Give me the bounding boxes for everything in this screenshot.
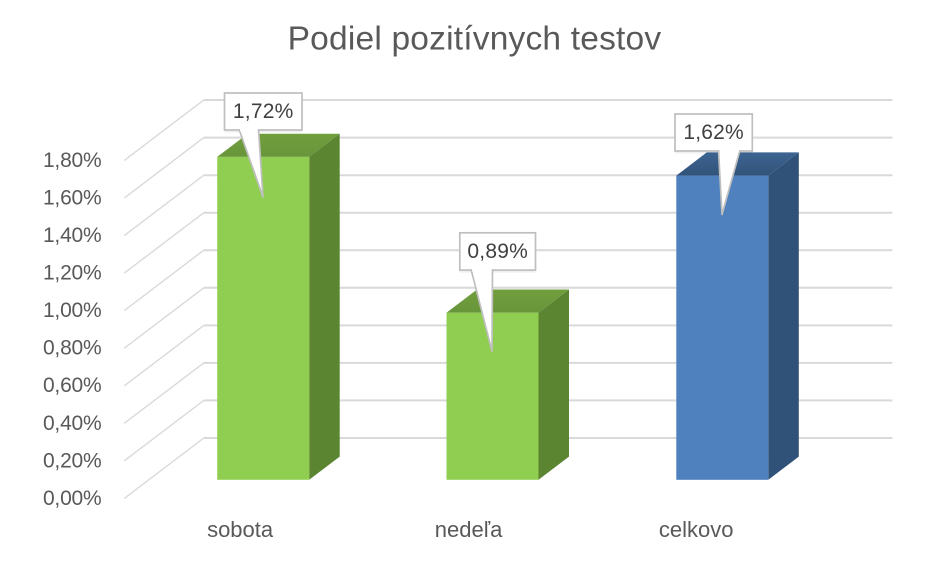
svg-text:1,80%: 1,80% (43, 149, 102, 172)
svg-text:nedeľa: nedeľa (435, 517, 503, 542)
svg-text:0,00%: 0,00% (43, 487, 102, 510)
svg-text:Podiel pozitívnych testov: Podiel pozitívnych testov (288, 21, 662, 58)
svg-text:0,20%: 0,20% (43, 449, 102, 472)
svg-text:0,60%: 0,60% (43, 374, 102, 397)
svg-text:1,00%: 1,00% (43, 299, 102, 322)
svg-text:0,89%: 0,89% (467, 240, 528, 263)
svg-text:1,62%: 1,62% (683, 121, 744, 144)
svg-text:1,40%: 1,40% (43, 224, 102, 247)
svg-text:sobota: sobota (207, 517, 274, 542)
svg-text:1,60%: 1,60% (43, 187, 102, 210)
svg-text:1,72%: 1,72% (233, 100, 294, 123)
svg-text:celkovo: celkovo (659, 517, 734, 542)
svg-text:0,40%: 0,40% (43, 412, 102, 435)
svg-text:0,80%: 0,80% (43, 337, 102, 360)
svg-text:1,20%: 1,20% (43, 262, 102, 285)
